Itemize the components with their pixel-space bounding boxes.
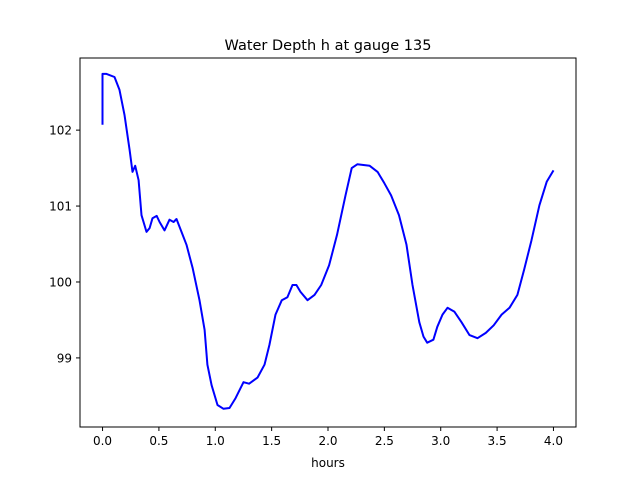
x-tick-label: 2.0 — [318, 434, 337, 448]
series-line-h — [101, 72, 555, 410]
x-tick-label: 0.5 — [149, 434, 168, 448]
y-tick-label: 99 — [57, 351, 72, 365]
y-tick-label: 102 — [49, 124, 72, 138]
x-tick-label: 2.5 — [375, 434, 394, 448]
axes-frame — [79, 57, 577, 428]
chart-title: Water Depth h at gauge 135 — [225, 38, 432, 54]
x-tick-label: 1.0 — [206, 434, 225, 448]
x-tick-label: 1.5 — [262, 434, 281, 448]
x-tick-label: 4.0 — [544, 434, 563, 448]
x-tick-label: 0.0 — [93, 434, 112, 448]
plot-area: 0.0 0.5 1.0 1.5 2.0 2.5 3.0 3.5 4.0 99 100 101 102 — [49, 72, 563, 448]
x-tick-label: 3.0 — [431, 434, 450, 448]
x-tick-label: 3.5 — [488, 434, 507, 448]
y-tick-label: 101 — [49, 200, 72, 214]
y-tick-label: 100 — [49, 275, 72, 289]
x-axis-label: hours — [311, 456, 345, 470]
